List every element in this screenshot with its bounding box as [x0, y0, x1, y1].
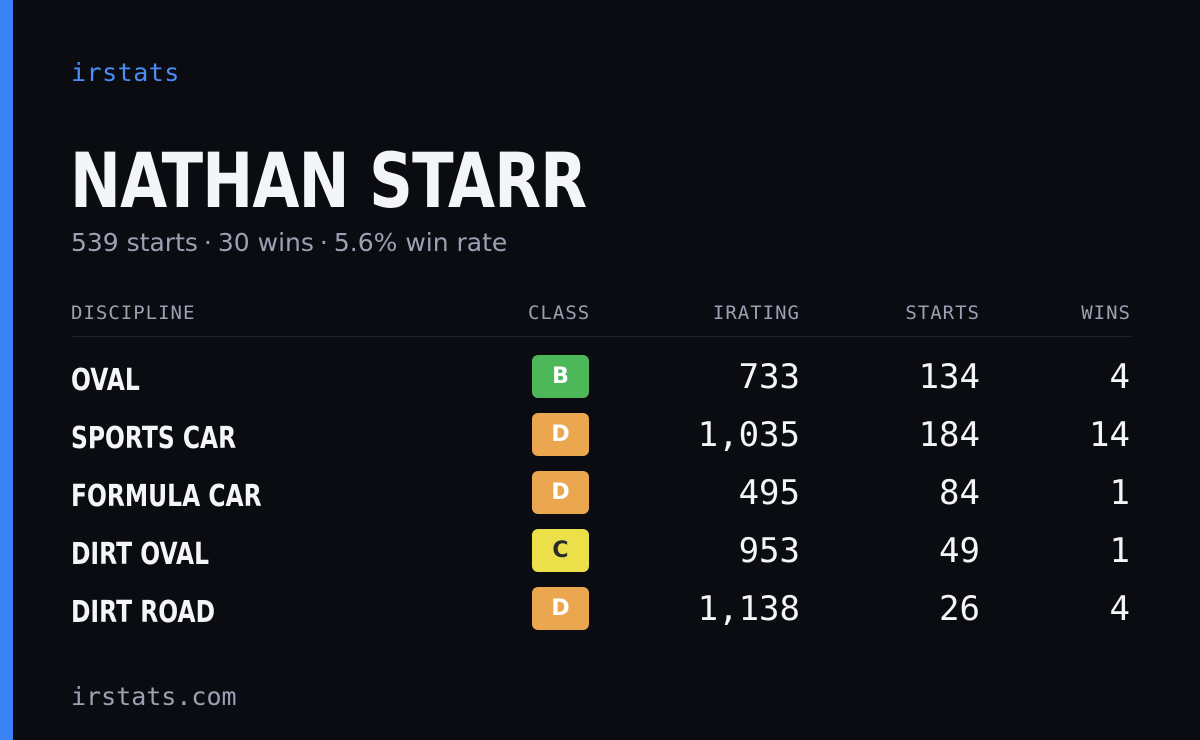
separator-dot: ·: [319, 228, 328, 257]
class-badge: D: [532, 413, 589, 456]
irating-value: 495: [738, 473, 800, 513]
class-badge: D: [532, 471, 589, 514]
discipline-table: DISCIPLINE CLASS IRATING STARTS WINS OVA…: [71, 296, 1131, 641]
discipline-name: DIRT OVAL: [71, 537, 210, 572]
table-row: OVAL B 733 134 4: [71, 351, 1131, 409]
table-row: DIRT OVAL C 953 49 1: [71, 525, 1131, 583]
irating-value: 1,138: [697, 589, 800, 629]
starts-value: 49: [939, 531, 980, 571]
table-row: DIRT ROAD D 1,138 26 4: [71, 583, 1131, 641]
footer-url: irstats.com: [71, 682, 237, 711]
separator-dot: ·: [203, 228, 212, 257]
class-badge: B: [532, 355, 589, 398]
starts-value: 26: [939, 589, 980, 629]
table-row: SPORTS CAR D 1,035 184 14: [71, 409, 1131, 467]
irating-value: 733: [738, 357, 800, 397]
starts-value: 84: [939, 473, 980, 513]
irating-value: 953: [738, 531, 800, 571]
discipline-name: DIRT ROAD: [71, 595, 216, 630]
brand-logo-text: irstats: [71, 58, 180, 87]
table-header: DISCIPLINE CLASS IRATING STARTS WINS: [71, 296, 1131, 337]
header-wins: WINS: [1081, 302, 1131, 324]
discipline-name: FORMULA CAR: [71, 479, 262, 514]
win-rate-summary: 5.6% win rate: [333, 228, 508, 257]
irating-value: 1,035: [697, 415, 800, 455]
starts-value: 184: [918, 415, 980, 455]
player-name: NATHAN STARR: [70, 136, 587, 225]
starts-summary: 539 starts: [71, 228, 198, 257]
class-badge: C: [532, 529, 589, 572]
table-row: FORMULA CAR D 495 84 1: [71, 467, 1131, 525]
starts-value: 134: [918, 357, 980, 397]
class-badge: D: [532, 587, 589, 630]
accent-bar: [0, 0, 13, 740]
header-irating: IRATING: [712, 302, 800, 324]
wins-value: 4: [1109, 589, 1130, 629]
wins-value: 1: [1109, 473, 1130, 513]
header-class: CLASS: [528, 302, 591, 324]
discipline-name: SPORTS CAR: [71, 421, 237, 456]
wins-summary: 30 wins: [217, 228, 314, 257]
wins-value: 4: [1109, 357, 1130, 397]
header-starts: STARTS: [905, 302, 980, 324]
wins-value: 1: [1109, 531, 1130, 571]
player-summary: 539 starts · 30 wins · 5.6% win rate: [71, 228, 507, 257]
table-body: OVAL B 733 134 4 SPORTS CAR D 1,035 184 …: [71, 351, 1131, 641]
header-discipline: DISCIPLINE: [71, 302, 196, 324]
wins-value: 14: [1089, 415, 1130, 455]
discipline-name: OVAL: [71, 363, 140, 398]
